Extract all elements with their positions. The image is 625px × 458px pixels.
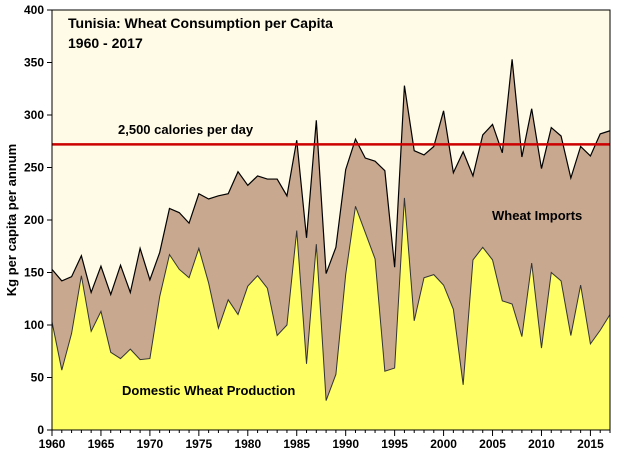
x-tick-label: 1970 bbox=[137, 437, 164, 451]
x-tick-label: 2015 bbox=[577, 437, 604, 451]
annotation-domestic-production: Domestic Wheat Production bbox=[122, 383, 295, 398]
chart-subtitle: 1960 - 2017 bbox=[68, 35, 143, 51]
x-tick-label: 1960 bbox=[39, 437, 66, 451]
x-tick-label: 1965 bbox=[88, 437, 115, 451]
area-wheat-imports bbox=[52, 59, 610, 401]
chart-title: Tunisia: Wheat Consumption per Capita bbox=[68, 15, 333, 31]
x-tick-label: 1975 bbox=[185, 437, 212, 451]
y-tick-label: 100 bbox=[24, 318, 44, 332]
x-tick-label: 1980 bbox=[234, 437, 261, 451]
reference-line-label: 2,500 calories per day bbox=[118, 122, 254, 137]
line-total-consumption bbox=[51, 59, 611, 297]
x-tick-label: 1985 bbox=[283, 437, 310, 451]
x-tick-label: 1990 bbox=[332, 437, 359, 451]
area-domestic-production bbox=[52, 197, 610, 430]
x-tick-label: 2005 bbox=[479, 437, 506, 451]
y-tick-label: 300 bbox=[24, 108, 44, 122]
line-domestic-production bbox=[51, 197, 611, 401]
y-tick-label: 200 bbox=[24, 213, 44, 227]
y-tick-label: 250 bbox=[24, 161, 44, 175]
y-tick-label: 350 bbox=[24, 56, 44, 70]
x-tick-label: 2010 bbox=[528, 437, 555, 451]
y-tick-label: 50 bbox=[31, 371, 45, 385]
y-tick-label: 150 bbox=[24, 266, 44, 280]
x-tick-label: 2000 bbox=[430, 437, 457, 451]
x-tick-label: 1995 bbox=[381, 437, 408, 451]
annotation-wheat-imports: Wheat Imports bbox=[492, 208, 582, 223]
y-tick-label: 400 bbox=[24, 3, 44, 17]
y-tick-label: 0 bbox=[37, 423, 44, 437]
y-axis-label: Kg per capita per annum bbox=[4, 144, 19, 296]
